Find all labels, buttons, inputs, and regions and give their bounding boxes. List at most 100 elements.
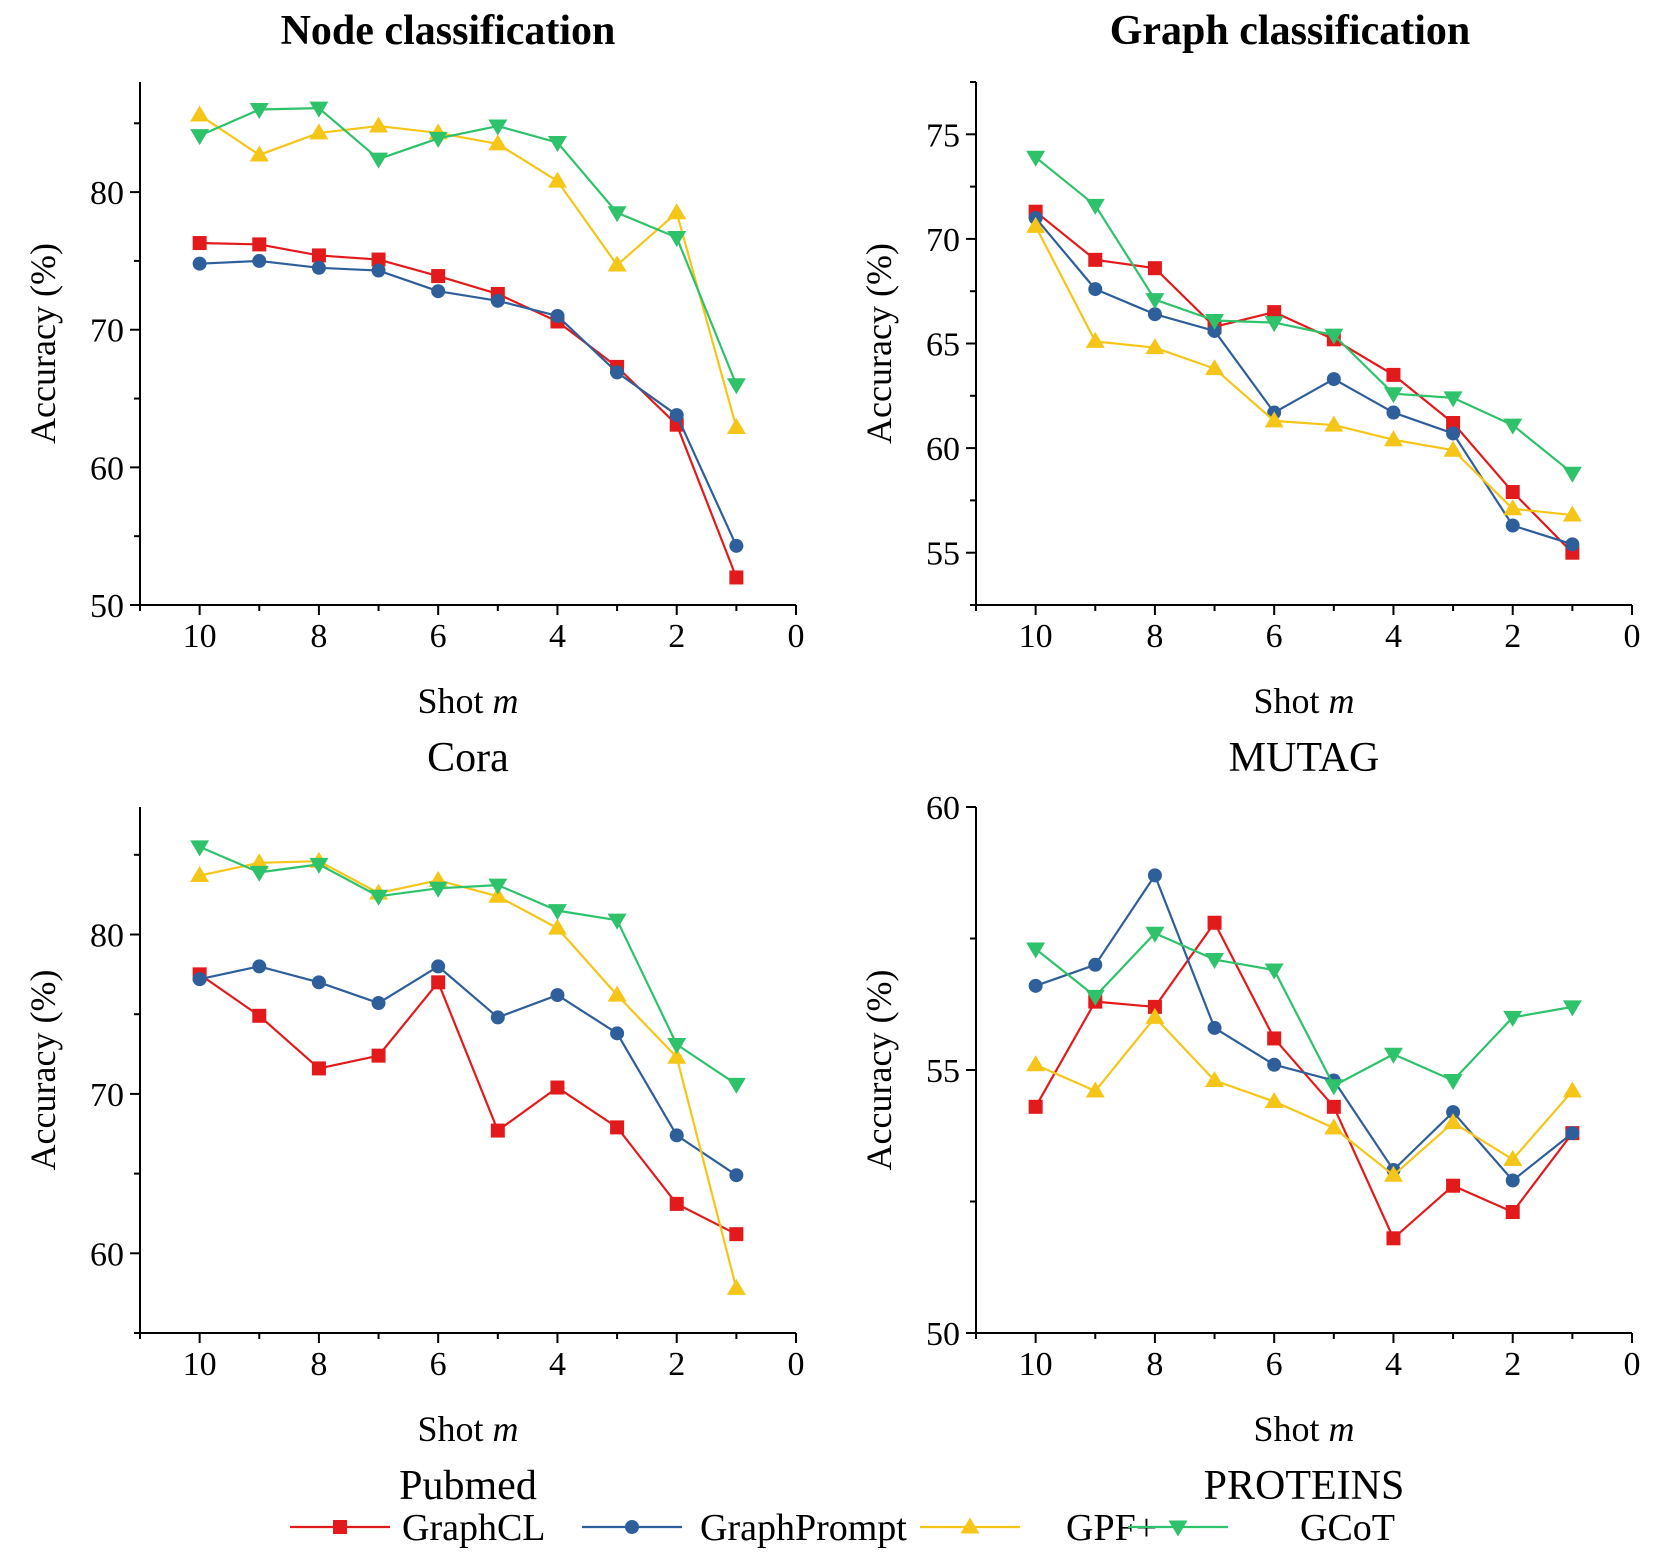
data-point-graphprompt <box>669 408 684 423</box>
series-line-gcot <box>1034 156 1574 475</box>
x-tick-label: 2 <box>668 1346 685 1383</box>
data-point-graphcl <box>311 248 326 263</box>
data-point-gpf <box>726 417 746 434</box>
column-header-graph: Graph classification <box>1110 8 1471 54</box>
data-point-gcot <box>1383 1047 1403 1064</box>
data-point-gpf <box>547 918 567 935</box>
data-point-gcot <box>607 206 627 223</box>
data-point-gpf <box>488 886 508 903</box>
data-point-gcot <box>667 231 687 248</box>
data-point-gcot <box>1324 1079 1344 1096</box>
data-point-gpf <box>726 1278 746 1295</box>
x-tick-label: 8 <box>310 1346 327 1383</box>
chart-panel-proteins: 50 55 60 10 8 6 4 2 0 Shot m Accuracy (%) PROTEINS <box>859 790 1641 1509</box>
y-tick-label: 70 <box>90 1077 124 1114</box>
x-tick-label: 10 <box>183 1346 217 1383</box>
data-point-gpf <box>1562 505 1582 522</box>
series-line-graphprompt <box>1034 217 1573 546</box>
chart-panel-cora: 50 60 70 80 10 8 6 4 2 0 Shot m Accuracy (%) Cora <box>23 82 805 781</box>
data-point-gcot <box>1026 942 1046 959</box>
data-point-gpf <box>1085 1081 1105 1098</box>
data-point-graphprompt <box>1207 323 1222 338</box>
data-point-gpf <box>1443 440 1463 457</box>
x-tick-label: 6 <box>430 618 447 655</box>
data-point-gpf <box>1026 1055 1046 1072</box>
data-point-gcot <box>428 131 448 148</box>
data-point-gpf <box>1026 216 1046 233</box>
data-point-gcot <box>488 878 508 895</box>
y-tick-label: 55 <box>926 1053 960 1090</box>
data-point-gpf <box>249 145 269 162</box>
data-point-graphcl <box>1446 415 1461 430</box>
data-point-graphcl <box>729 570 744 585</box>
data-point-graphprompt <box>252 959 267 974</box>
data-point-graphprompt <box>490 293 505 308</box>
y-tick-label: 80 <box>90 918 124 955</box>
data-point-gcot <box>369 152 389 169</box>
x-tick-label: 8 <box>1146 1346 1163 1383</box>
data-point-gcot <box>1264 316 1284 333</box>
data-point-gcot <box>249 865 269 882</box>
data-point-gcot <box>190 840 210 857</box>
data-point-gcot <box>667 1037 687 1054</box>
y-tick-label: 60 <box>90 1236 124 1273</box>
x-tick-label: 2 <box>668 618 685 655</box>
data-point-gcot <box>1145 293 1165 310</box>
x-axis-label: Shot m <box>417 681 518 721</box>
y-tick-label: 55 <box>926 536 960 573</box>
data-point-graphprompt <box>490 1010 505 1025</box>
data-point-gpf <box>1145 1007 1165 1024</box>
data-point-gpf <box>1145 338 1165 355</box>
data-point-graphprompt <box>610 1026 625 1041</box>
x-tick-label: 4 <box>549 618 566 655</box>
data-point-gcot <box>1503 418 1523 435</box>
x-tick-label: 0 <box>788 618 805 655</box>
series-line-gpf <box>1035 1016 1574 1177</box>
data-point-gcot <box>1026 150 1046 167</box>
series-line-graphcl <box>1034 210 1574 554</box>
data-point-graphcl <box>1505 1205 1520 1220</box>
data-point-graphprompt <box>1565 1126 1580 1141</box>
data-point-graphprompt <box>729 1168 744 1183</box>
data-point-gpf <box>369 116 389 133</box>
data-point-graphprompt <box>1088 957 1103 972</box>
data-point-graphcl <box>550 1080 565 1095</box>
series-line-gcot <box>199 845 737 1086</box>
data-point-gcot <box>369 889 389 906</box>
data-point-graphprompt <box>1147 307 1162 322</box>
data-point-graphcl <box>1207 915 1222 930</box>
data-point-graphcl <box>1446 1178 1461 1193</box>
data-point-graphprompt <box>1505 518 1520 533</box>
data-point-graphprompt <box>1326 372 1341 387</box>
series-line-graphprompt <box>199 259 738 547</box>
data-point-graphprompt <box>1386 405 1401 420</box>
data-point-graphprompt <box>550 988 565 1003</box>
data-point-gpf <box>1205 359 1225 376</box>
data-point-gcot <box>309 857 329 874</box>
data-point-graphcl <box>1386 367 1401 382</box>
data-point-gcot <box>1145 926 1165 943</box>
series-line-gpf <box>1034 225 1573 517</box>
series-line-gpf <box>199 114 738 428</box>
data-point-gpf <box>667 1047 687 1064</box>
y-axis-label: Accuracy (%) <box>859 970 899 1171</box>
y-tick-label: 70 <box>926 222 960 259</box>
legend-label-gcot: GCoT <box>1300 1507 1395 1549</box>
data-point-graphprompt <box>311 975 326 990</box>
data-point-graphprompt <box>1088 282 1103 297</box>
data-point-gpf <box>1205 1071 1225 1088</box>
y-tick-label: 50 <box>926 1316 960 1353</box>
data-point-graphcl <box>371 1048 386 1063</box>
data-point-gpf <box>1324 415 1344 432</box>
data-point-gcot <box>1562 466 1582 483</box>
x-tick-label: 4 <box>1385 618 1402 655</box>
data-point-gcot <box>1443 1074 1463 1091</box>
data-point-gcot <box>726 1077 746 1094</box>
y-axis-label: Accuracy (%) <box>23 243 63 444</box>
x-tick-label: 6 <box>1266 618 1283 655</box>
chart-panel-mutag: 55 60 65 70 75 10 8 6 4 2 0 Shot m Accuracy (%) MUTAG <box>859 81 1641 781</box>
x-tick-label: 0 <box>1624 1346 1641 1383</box>
data-point-gcot <box>1085 989 1105 1006</box>
data-point-graphcl <box>1505 485 1520 500</box>
